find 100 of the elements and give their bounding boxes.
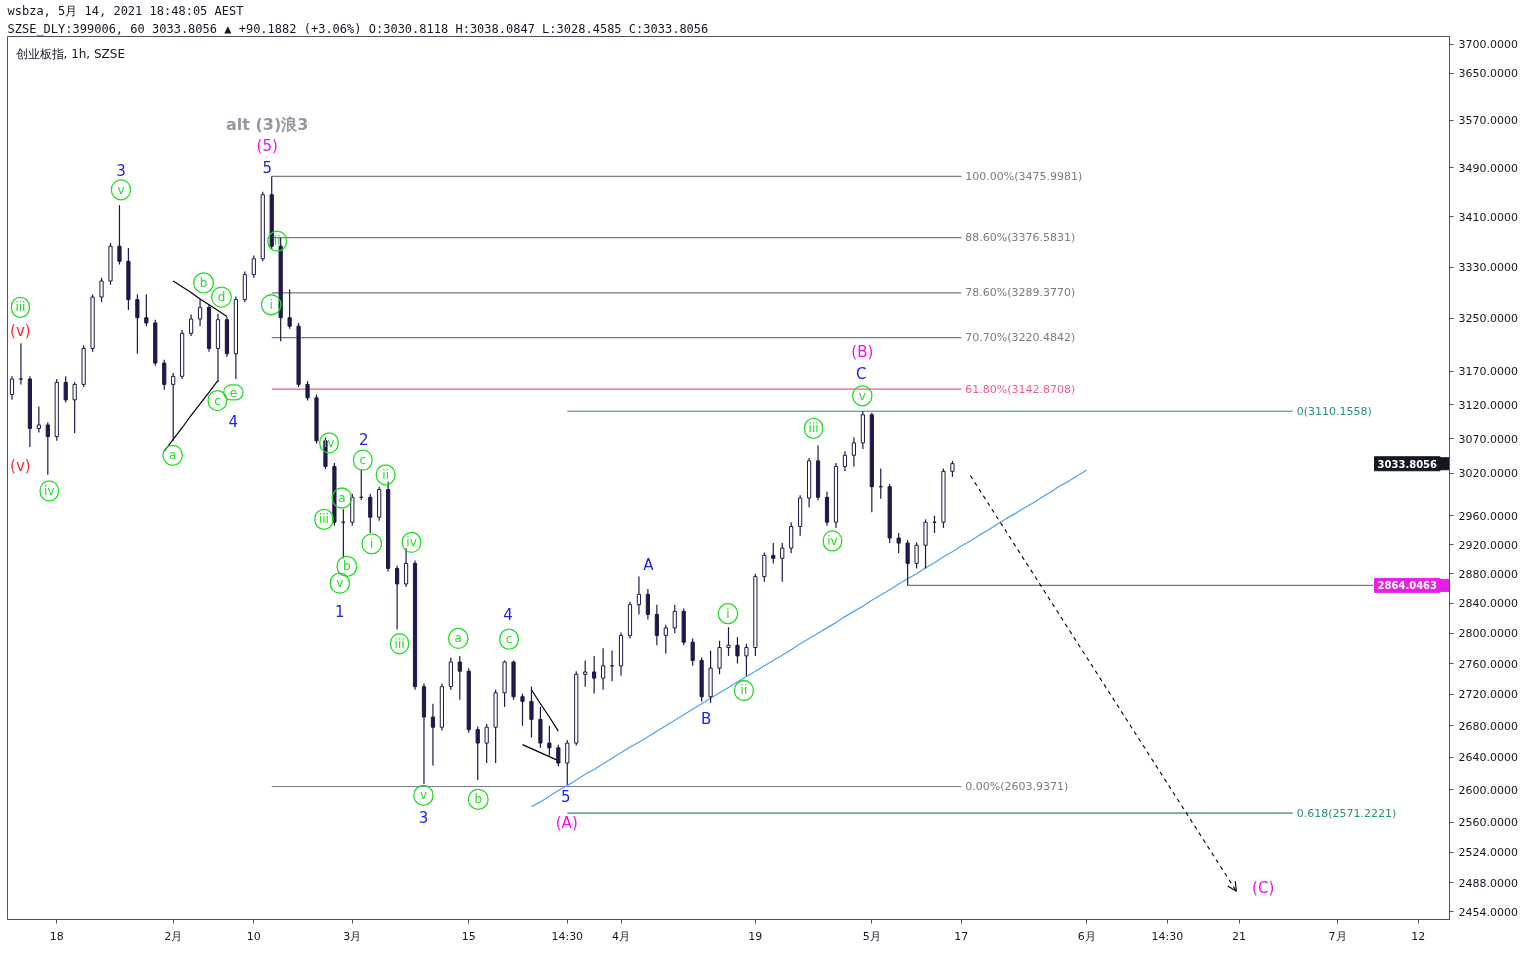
- y-tick-label: 2720.0000: [1458, 688, 1518, 702]
- annotation: v: [419, 788, 427, 803]
- candlestick: [780, 542, 785, 583]
- annotation: c: [505, 632, 513, 647]
- annotation: 5: [560, 788, 571, 807]
- annotation: ii: [740, 683, 748, 698]
- annotation: v: [336, 576, 344, 591]
- x-tick-label: 5月: [862, 929, 881, 943]
- annotation: (v): [10, 457, 31, 476]
- y-tick-label: 2560.0000: [1458, 816, 1518, 830]
- candlestick: [905, 539, 910, 587]
- candlestick: [135, 293, 140, 355]
- annotation: 创业板指, 1h, SZSE: [15, 46, 126, 61]
- annotation: c: [214, 393, 221, 408]
- annotation: v: [858, 388, 866, 403]
- annotation: i: [370, 536, 374, 551]
- line-series: [521, 744, 559, 762]
- x-tick-label: 4月: [612, 929, 631, 943]
- candlestick: [144, 293, 149, 327]
- annotation: A: [643, 555, 655, 574]
- y-tick-label: 3570.0000: [1458, 114, 1518, 128]
- annotation: (5): [256, 136, 278, 155]
- annotation: e: [229, 385, 238, 400]
- candlestick: [9, 375, 15, 401]
- candlestick: [896, 532, 901, 554]
- candlestick: [914, 541, 919, 570]
- annotation: c: [359, 453, 367, 468]
- y-tick-label: 2640.0000: [1458, 751, 1518, 765]
- annotation: 4: [503, 606, 513, 625]
- annotation: 3: [116, 162, 126, 181]
- x-tick-label: 12: [1411, 929, 1426, 943]
- candlestick: [842, 450, 848, 472]
- annotation: b: [199, 275, 208, 290]
- candlestick: [762, 551, 767, 583]
- candlestick: [717, 640, 722, 675]
- annotation: iv: [406, 535, 417, 550]
- candlestick: [923, 518, 928, 570]
- y-tick-label: 2454.0000: [1458, 905, 1518, 919]
- data-label: 70.70%(3220.4842): [965, 331, 1076, 345]
- candlestick: [556, 744, 561, 767]
- candlestick: [305, 380, 310, 402]
- candlestick: [403, 547, 409, 588]
- data-label: 78.60%(3289.3770): [965, 286, 1076, 300]
- candlestick: [395, 565, 400, 630]
- annotation: B: [700, 710, 712, 729]
- candlestick: [583, 659, 588, 688]
- y-tick-label: 3490.0000: [1458, 161, 1518, 175]
- y-tick-label: 3020.0000: [1458, 467, 1518, 481]
- candlestick: [484, 723, 489, 764]
- annotation: iii: [15, 300, 26, 315]
- data-label: 88.60%(3376.5831): [965, 231, 1076, 245]
- y-tick-label: 3410.0000: [1458, 210, 1518, 224]
- y-tick-label: 2488.0000: [1458, 876, 1518, 890]
- candlestick: [538, 706, 543, 749]
- y-tick-label: 2680.0000: [1458, 719, 1518, 733]
- annotation: ii: [273, 234, 281, 249]
- line-series: [530, 689, 559, 732]
- annotation: a: [338, 491, 346, 506]
- y-tick-label: 3120.0000: [1458, 398, 1518, 412]
- candlestick: [430, 703, 436, 767]
- candlestick: [726, 626, 731, 657]
- candlestick: [645, 588, 650, 621]
- annotation: iii: [808, 421, 819, 436]
- data-label: 0.00%(2603.9371): [965, 779, 1069, 793]
- annotation: 3: [418, 809, 429, 828]
- candlestick: [162, 359, 167, 391]
- candlestick: [654, 604, 659, 646]
- candlestick: [197, 299, 203, 327]
- candlestick: [36, 406, 41, 434]
- data-label: 0(3110.1558): [1296, 404, 1372, 418]
- data-label: 0.618(2571.2221): [1296, 806, 1397, 820]
- candlestick: [735, 636, 740, 665]
- annotation: C: [856, 365, 867, 384]
- x-tick-label: 3月: [343, 929, 362, 943]
- annotation: 4: [228, 412, 239, 431]
- candlestick: [592, 655, 597, 695]
- candlestick: [744, 643, 749, 677]
- data-label: 100.00%(3475.9981): [965, 169, 1083, 183]
- candlestick: [690, 637, 695, 667]
- x-tick-label: 17: [954, 929, 969, 943]
- x-tick-label: 21: [1232, 929, 1247, 943]
- y-tick-label: 2800.0000: [1458, 627, 1518, 641]
- candlestick: [171, 372, 176, 442]
- candlestick: [117, 204, 122, 266]
- candlestick: [547, 725, 552, 757]
- y-tick-label: 3250.0000: [1458, 312, 1518, 326]
- y-tick-label: 2880.0000: [1458, 567, 1518, 581]
- candlestick: [529, 686, 534, 739]
- annotation: i: [726, 606, 730, 621]
- candlestick: [601, 647, 606, 691]
- annotation: 5: [262, 158, 273, 177]
- x-tick-label: 19: [748, 929, 763, 943]
- annotation: (C): [1252, 878, 1275, 897]
- candlestick: [18, 342, 24, 385]
- candlestick: [520, 693, 525, 727]
- y-tick-label: 3330.0000: [1458, 261, 1518, 275]
- candlestick: [189, 313, 194, 337]
- annotation: alt (3)浪3: [226, 114, 309, 134]
- x-tick-label: 10: [246, 929, 261, 943]
- candlestick: [368, 493, 373, 534]
